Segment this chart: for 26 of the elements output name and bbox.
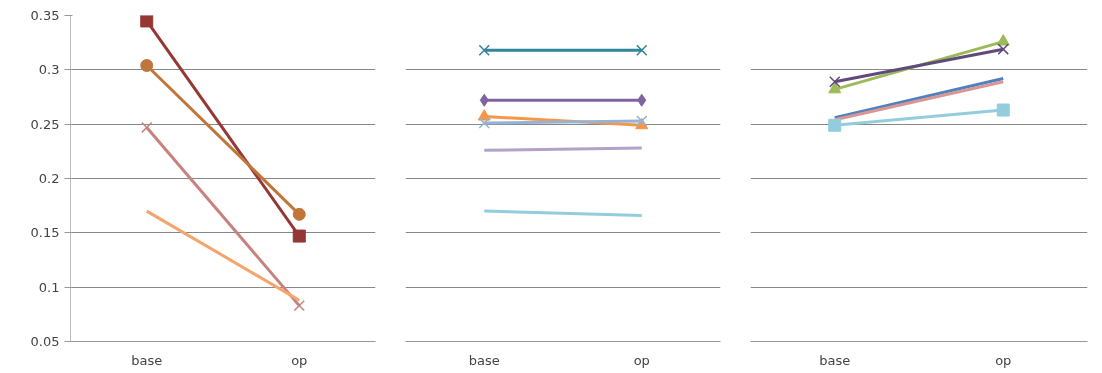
y-tick-label: 0.2 [38,171,60,186]
y-tick-label: 0.3 [38,62,60,78]
x-tick-label: op [995,352,1012,368]
x-tick-label: base [131,352,163,368]
y-tick-label: 0.05 [30,334,60,349]
point [293,299,305,312]
y-tick-label: 0.15 [30,225,60,241]
x-tick-label: op [291,352,308,368]
point [141,121,153,134]
x-tick-label: base [819,352,851,368]
x-tick-label: op [633,352,650,368]
point [636,44,648,56]
point [479,93,489,107]
point [140,15,154,28]
point [292,207,306,221]
y-tick-label: 0.25 [30,116,60,132]
x-tick-label: base [468,352,500,368]
point [996,103,1010,117]
point [140,59,154,72]
point [997,43,1009,55]
point [478,44,490,56]
y-tick-label: 0.35 [30,8,60,23]
point [292,229,306,243]
point [637,93,647,107]
y-tick-label: 0.1 [38,279,60,295]
point [828,118,842,132]
